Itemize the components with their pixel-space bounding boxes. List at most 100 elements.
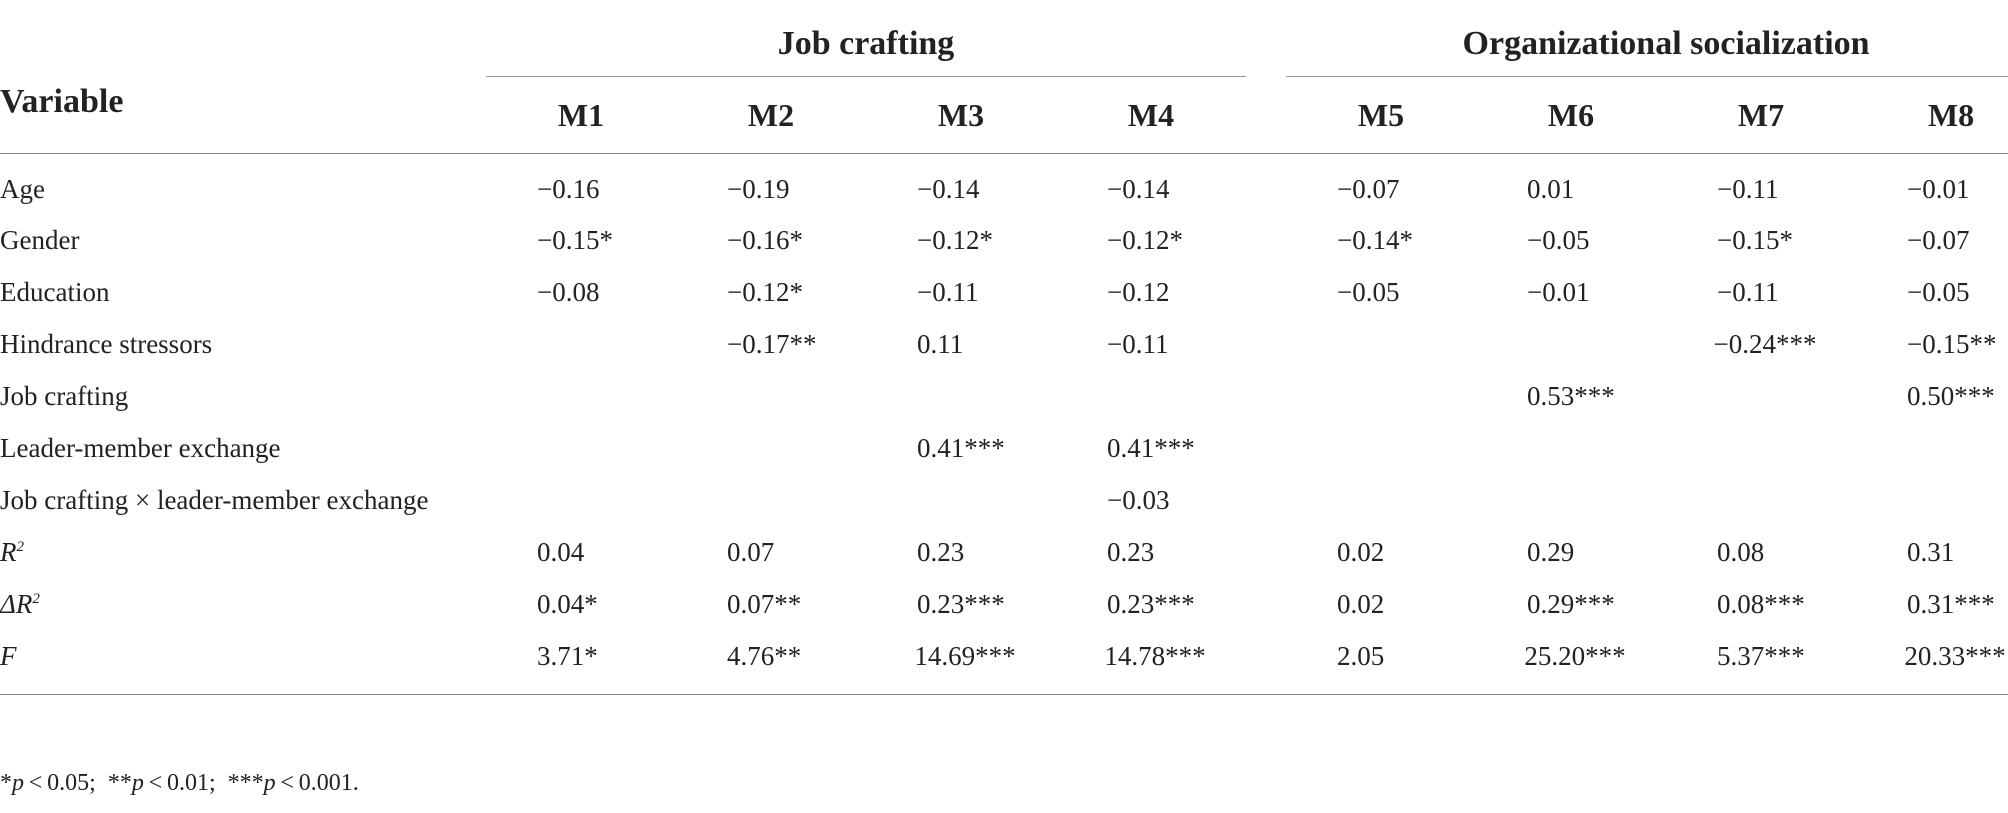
row-label: Leader-member exchange (0, 432, 281, 463)
coefficient-value: 0.02 (1337, 536, 1385, 567)
gap-cell (1246, 370, 1286, 422)
table-body: Age −0.16 −0.19 −0.14 −0.14 −0.07 0.01 −0.11 −0.… (0, 154, 2008, 695)
value-cell-m5: 2.05 (1286, 630, 1477, 695)
value-cell-m6: 0.29 (1476, 526, 1666, 578)
model-header-gap (1246, 76, 1287, 154)
regression-results-table: Variable Job crafting Organizational soc… (0, 12, 2008, 695)
coefficient-value: −0.11 (1717, 276, 1779, 307)
footnote-part: **p < 0.01; (107, 770, 228, 796)
footnote-part: ***p < 0.001. (227, 770, 359, 796)
value-cell-m8: 20.33*** (1856, 630, 2008, 695)
variable-column-header: Variable (0, 82, 124, 120)
value-cell-m3: 0.23 (866, 526, 1056, 578)
row-label: Gender (0, 224, 80, 255)
coefficient-value: −0.12* (1107, 224, 1183, 255)
row-label: ΔR2 (0, 578, 486, 630)
value-cell-m2 (676, 474, 866, 526)
coefficient-value: 0.08 (1717, 536, 1765, 567)
model-header-m2: M2 (676, 76, 866, 154)
model-header-m5: M5 (1286, 76, 1477, 154)
gap-cell (1246, 630, 1287, 695)
value-cell-m1 (486, 318, 676, 370)
coefficient-value: 25.20*** (1524, 640, 1626, 671)
coefficient-value: −0.05 (1337, 276, 1400, 307)
value-cell-m5: −0.07 (1286, 154, 1476, 215)
value-cell-m7: −0.11 (1666, 154, 1856, 215)
value-cell-m3: 14.69*** (866, 630, 1056, 695)
value-cell-m6 (1476, 318, 1666, 370)
row-label: Hindrance stressors (0, 328, 213, 359)
value-cell-m5 (1286, 474, 1476, 526)
gap-cell (1246, 526, 1286, 578)
value-cell-m8: 0.50*** (1856, 370, 2008, 422)
row-label-superscript: 2 (16, 538, 25, 555)
coefficient-value: −0.05 (1527, 224, 1590, 255)
value-cell-m8: −0.15** (1856, 318, 2008, 370)
row-label-text: F (0, 640, 17, 671)
coefficient-value: −0.16* (727, 224, 803, 255)
value-cell-m6 (1476, 474, 1666, 526)
table-row: Job crafting 0.53*** 0.50*** (0, 370, 2008, 422)
coefficient-value: 0.04* (537, 588, 598, 619)
variable-header-spacer (0, 76, 486, 154)
table-row: Gender −0.15* −0.16* −0.12* −0.12* −0.14* −0.0… (0, 214, 2008, 266)
value-cell-m6: 25.20*** (1476, 630, 1667, 695)
table-row: ΔR2 0.04* 0.07** 0.23*** 0.23*** 0.02 0.29*** 0… (0, 578, 2008, 630)
coefficient-value: 4.76** (727, 640, 802, 671)
value-cell-m7: −0.24*** (1666, 318, 1856, 370)
table-row: Hindrance stressors −0.17** 0.11 −0.11 −0.24… (0, 318, 2008, 370)
coefficient-value: 0.11 (917, 328, 964, 359)
value-cell-m7: 5.37*** (1666, 630, 1857, 695)
coefficient-value: −0.11 (1717, 173, 1779, 204)
value-cell-m6 (1476, 422, 1666, 474)
gap-cell (1246, 318, 1286, 370)
value-cell-m6: −0.05 (1476, 214, 1666, 266)
value-cell-m5: −0.14* (1286, 214, 1476, 266)
coefficient-value: −0.05 (1907, 276, 1970, 307)
coefficient-value: −0.16 (537, 173, 600, 204)
value-cell-m4: −0.12 (1056, 266, 1246, 318)
table-row: Leader-member exchange 0.41*** 0.41*** (0, 422, 2008, 474)
coefficient-value: 0.31*** (1907, 588, 1995, 619)
group-header-organizational-socialization: Organizational socialization (1286, 12, 2008, 77)
coefficient-value: 20.33*** (1904, 640, 2006, 671)
value-cell-m8: −0.07 (1856, 214, 2008, 266)
coefficient-value: 3.71* (537, 640, 598, 671)
coefficient-value: 0.23 (917, 536, 965, 567)
value-cell-m4: −0.11 (1056, 318, 1246, 370)
coefficient-value: −0.15* (1717, 224, 1794, 255)
gap-cell (1246, 154, 1286, 215)
value-cell-m6: 0.29*** (1476, 578, 1666, 630)
row-label-superscript: 2 (32, 590, 40, 607)
coefficient-value: 0.31 (1907, 536, 1955, 567)
group-gap (1246, 12, 1286, 77)
value-cell-m2: −0.12* (676, 266, 866, 318)
value-cell-m5: −0.05 (1286, 266, 1476, 318)
coefficient-value: −0.15** (1907, 328, 1997, 359)
value-cell-m1: −0.08 (486, 266, 676, 318)
row-label-prefix: Δ (0, 588, 16, 619)
value-cell-m7: 0.08 (1666, 526, 1856, 578)
value-cell-m8: 0.31 (1856, 526, 2008, 578)
row-label-text: R (15, 588, 33, 619)
coefficient-value: −0.01 (1907, 173, 1970, 204)
value-cell-m8: 0.31*** (1856, 578, 2008, 630)
value-cell-m4: 0.23*** (1056, 578, 1246, 630)
value-cell-m1: −0.15* (486, 214, 676, 266)
gap-cell (1246, 214, 1286, 266)
value-cell-m6: 0.53*** (1476, 370, 1666, 422)
coefficient-value: −0.24*** (1713, 328, 1817, 359)
value-cell-m8 (1856, 474, 2008, 526)
value-cell-m3: 0.23*** (866, 578, 1056, 630)
value-cell-m2: −0.19 (676, 154, 866, 215)
value-cell-m4: −0.12* (1056, 214, 1246, 266)
coefficient-value: 0.23 (1107, 536, 1155, 567)
coefficient-value: 0.23*** (1107, 588, 1195, 619)
value-cell-m4: −0.03 (1056, 474, 1246, 526)
group-header-row: Variable Job crafting Organizational soc… (0, 12, 2008, 120)
model-header-m8: M8 (1856, 76, 2008, 154)
value-cell-m4: −0.14 (1056, 154, 1246, 215)
coefficient-value: −0.01 (1527, 276, 1590, 307)
value-cell-m5 (1286, 370, 1476, 422)
coefficient-value: 0.02 (1337, 588, 1385, 619)
